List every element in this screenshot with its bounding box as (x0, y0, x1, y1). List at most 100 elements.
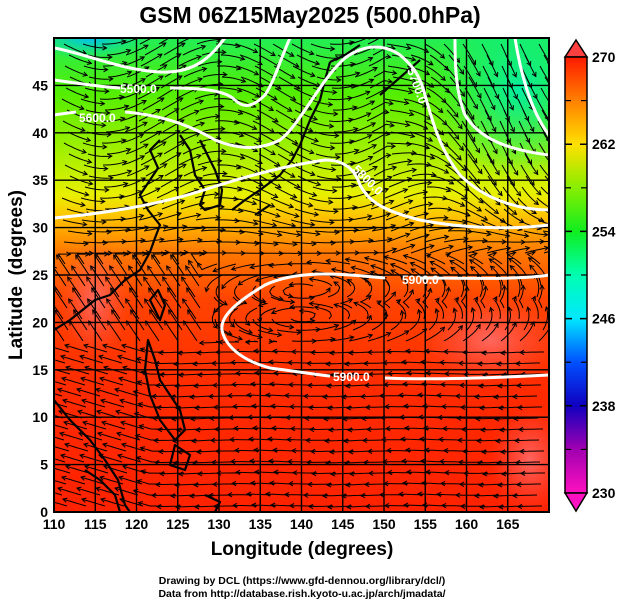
streamline (509, 265, 523, 287)
streamline (219, 131, 244, 137)
streamline (505, 153, 519, 176)
streamline-arrow (276, 84, 282, 90)
streamline (464, 87, 478, 109)
streamline (278, 76, 301, 90)
streamline (404, 213, 429, 221)
streamline (257, 329, 282, 336)
streamline-arrow (272, 95, 278, 101)
streamline-arrow (311, 192, 318, 198)
streamline (219, 208, 243, 212)
streamline-arrow (194, 427, 201, 433)
streamline (126, 66, 150, 78)
streamline-arrow (177, 174, 183, 180)
streamline-arrow (245, 491, 252, 497)
streamline (315, 54, 340, 59)
streamline-arrow (505, 245, 512, 252)
streamline-arrow (385, 131, 391, 137)
streamline (238, 329, 262, 338)
streamline-arrow (113, 254, 118, 260)
streamline (71, 265, 86, 287)
streamline-arrow (456, 437, 463, 443)
streamline-arrow (275, 161, 281, 167)
streamline (460, 98, 475, 120)
streamline (537, 120, 549, 141)
streamline-arrow (214, 191, 220, 197)
streamline (54, 402, 68, 408)
streamline (539, 164, 549, 178)
streamline (316, 76, 341, 81)
streamline-arrow (162, 64, 168, 70)
streamline (295, 131, 319, 142)
streamline-arrow (137, 501, 144, 507)
streamline (289, 283, 314, 287)
streamline-arrow (329, 46, 336, 52)
streamline (78, 432, 103, 441)
streamline-arrow (409, 261, 416, 267)
streamline (161, 97, 184, 111)
cold-region (430, 38, 549, 180)
streamline (392, 76, 417, 83)
streamline (271, 307, 296, 314)
streamline-arrow (267, 359, 274, 365)
streamline-arrow (333, 303, 339, 309)
streamline-arrow (464, 285, 470, 292)
streamline (229, 307, 239, 328)
streamline-arrow (204, 287, 210, 293)
streamline-arrow (269, 202, 276, 208)
streamline-arrow (155, 503, 162, 510)
streamline (124, 226, 149, 232)
streamline (254, 65, 277, 79)
streamline-arrow (132, 389, 139, 395)
streamline-arrow (271, 348, 278, 354)
streamline (348, 334, 373, 342)
streamline-arrow (405, 122, 411, 128)
streamline-arrow (360, 415, 367, 422)
streamline (125, 44, 149, 56)
streamline (64, 443, 89, 452)
streamline-arrow (307, 503, 314, 510)
streamline (390, 131, 415, 138)
streamline-arrow (330, 240, 337, 246)
streamline-arrow (513, 170, 519, 176)
streamline (384, 256, 408, 265)
streamline-arrow (418, 436, 425, 442)
streamline-arrow (119, 497, 125, 503)
streamline-arrow (364, 404, 371, 410)
streamline (233, 120, 257, 130)
streamline-arrow (212, 267, 218, 273)
streamline (312, 186, 337, 192)
streamline (105, 127, 130, 133)
streamline-arrow (330, 267, 337, 273)
streamline-arrow (230, 265, 237, 271)
streamline-arrow (363, 256, 370, 262)
streamline-arrow (462, 470, 469, 477)
streamline-arrow (553, 71, 557, 76)
streamline (84, 366, 109, 375)
streamline-arrow (287, 107, 293, 112)
streamline-arrow (439, 53, 446, 59)
streamline (328, 118, 353, 123)
streamline (351, 100, 375, 111)
streamline-arrow (454, 492, 461, 498)
streamline (526, 251, 541, 265)
streamline (144, 298, 159, 320)
streamline-arrow (108, 76, 114, 82)
streamline-arrow (85, 137, 92, 143)
streamline (125, 143, 149, 155)
streamline (132, 254, 147, 276)
streamline (106, 49, 131, 56)
streamline-arrow (443, 371, 450, 377)
streamline (57, 487, 82, 496)
streamline-arrow (345, 405, 352, 411)
streamline (468, 76, 482, 99)
streamline-arrow (458, 382, 465, 388)
streamline-arrow (237, 280, 243, 286)
streamline-arrow (426, 161, 432, 168)
streamline-arrow (44, 399, 49, 403)
streamline (512, 494, 538, 497)
streamline (291, 43, 314, 55)
streamline (390, 310, 404, 331)
streamline-arrow (444, 88, 450, 94)
streamline (384, 98, 409, 104)
